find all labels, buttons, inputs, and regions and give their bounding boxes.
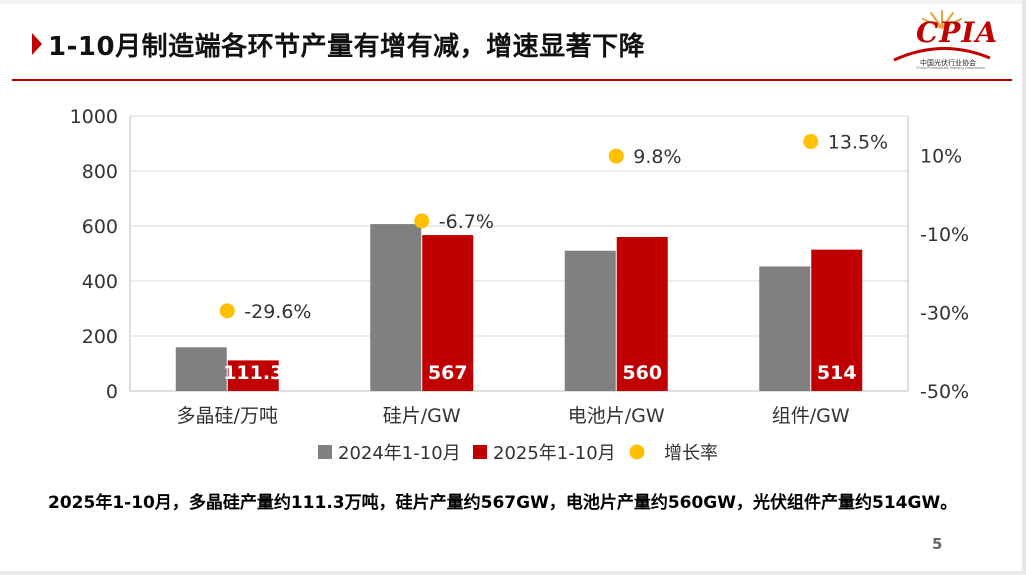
bar xyxy=(227,360,279,391)
slide-top-edge xyxy=(0,0,1026,4)
logo-wordmark: CPIA xyxy=(916,16,999,49)
slide-title: 1-10月制造端各环节产量有增有减，增速显著下降 xyxy=(48,31,646,62)
y-left-tick-label: 0 xyxy=(106,381,118,403)
sunburst-icon xyxy=(893,10,991,62)
legend-label: 2024年1-10月 xyxy=(338,443,461,464)
x-tick-label: 电池片/GW xyxy=(568,405,665,427)
slide-right-edge xyxy=(1022,0,1026,575)
x-tick-label: 组件/GW xyxy=(772,405,850,427)
growth-data-label: -6.7% xyxy=(439,211,494,233)
y-left-tick-label: 200 xyxy=(82,326,118,348)
growth-data-label: 9.8% xyxy=(633,146,681,168)
growth-point xyxy=(803,134,819,150)
y-left-tick-label: 1000 xyxy=(70,106,118,128)
y-right-tick-label: -30% xyxy=(920,302,969,324)
title-arrow-icon xyxy=(32,33,42,55)
production-chart: 0 200 400 600 800 1000 10% -10% -30% -50% 111.3 多晶硅… xyxy=(70,106,969,464)
legend-swatch xyxy=(629,444,645,460)
summary-text: 2025年1-10月，多晶硅产量约111.3万吨，硅片产量约567GW，电池片产… xyxy=(48,493,958,513)
bar xyxy=(616,237,668,391)
y-left-tick-label: 600 xyxy=(82,216,118,238)
bar xyxy=(370,224,422,391)
bar xyxy=(759,266,811,391)
legend-swatch xyxy=(473,445,487,459)
page-number: 5 xyxy=(932,535,943,553)
y-right-tick-label: 10% xyxy=(920,145,962,167)
title-bar: 1-10月制造端各环节产量有增有减，增速显著下降 xyxy=(32,24,645,64)
y-right-tick-label: -10% xyxy=(920,224,969,246)
bar-data-label: 111.3 xyxy=(223,362,283,384)
bar-data-label: 567 xyxy=(428,362,468,384)
bar xyxy=(811,249,863,391)
title-divider xyxy=(12,79,1012,81)
bar-data-label: 514 xyxy=(817,362,857,384)
bar xyxy=(422,235,474,391)
y-left-tick-label: 400 xyxy=(82,271,118,293)
cpia-logo: CPIA 中国光伏行业协会 China Photovoltaic Industr… xyxy=(886,8,998,70)
y-right-tick-label: -50% xyxy=(920,381,969,403)
bar-data-label: 560 xyxy=(622,362,662,384)
bar xyxy=(175,347,227,391)
y-left-tick-label: 800 xyxy=(82,161,118,183)
x-tick-label: 多晶硅/万吨 xyxy=(177,405,278,427)
logo-subtitle-en: China Photovoltaic Industry Association xyxy=(916,66,986,70)
legend-swatch xyxy=(318,445,332,459)
growth-point xyxy=(219,303,235,319)
growth-point xyxy=(414,213,430,229)
growth-data-label: 13.5% xyxy=(828,132,888,154)
slide-bottom-edge xyxy=(0,571,1026,575)
growth-data-label: -29.6% xyxy=(244,301,311,323)
logo-subtitle: 中国光伏行业协会 xyxy=(920,59,976,67)
legend-label: 增长率 xyxy=(664,443,718,464)
growth-point xyxy=(608,148,624,164)
x-tick-label: 硅片/GW xyxy=(383,405,461,427)
bar xyxy=(564,250,616,391)
legend-label: 2025年1-10月 xyxy=(493,443,616,464)
